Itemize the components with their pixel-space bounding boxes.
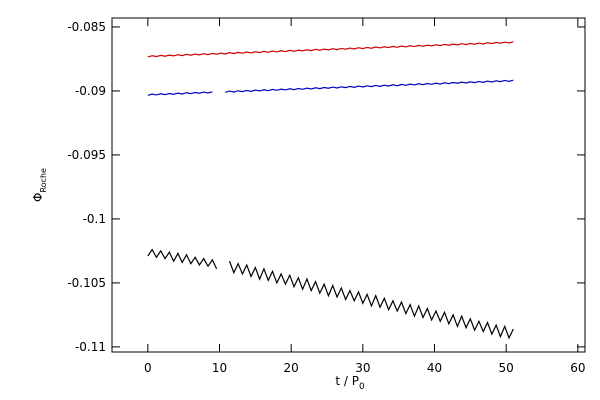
x-axis-label-sub: 0 (359, 382, 365, 392)
y-axis-label-sub: Roche (39, 168, 48, 193)
plot-frame (111, 17, 586, 353)
data-line (147, 41, 514, 58)
x-tick-label: 0 (144, 361, 152, 375)
y-tick-label: -0.095 (67, 148, 106, 162)
y-tick-label: -0.09 (75, 84, 106, 98)
x-axis-label: t / P0 (335, 374, 365, 392)
data-line (228, 260, 514, 340)
data-line (225, 79, 514, 93)
x-tick-label: 40 (427, 361, 442, 375)
y-tick-label: -0.1 (83, 212, 106, 226)
y-axis-label: ΦRoche (31, 168, 48, 202)
y-tick-label: -0.105 (67, 276, 106, 290)
y-axis-label-main: Φ (31, 193, 45, 202)
x-tick-label: 30 (355, 361, 370, 375)
x-axis-label-main: t / P (335, 374, 359, 388)
x-tick-label: 20 (284, 361, 299, 375)
x-tick-label: 60 (570, 361, 585, 375)
data-line (147, 248, 218, 270)
data-line (147, 91, 213, 96)
y-tick-label: -0.11 (75, 340, 106, 354)
y-tick-label: -0.085 (67, 20, 106, 34)
x-tick-label: 50 (499, 361, 514, 375)
x-tick-label: 10 (212, 361, 227, 375)
